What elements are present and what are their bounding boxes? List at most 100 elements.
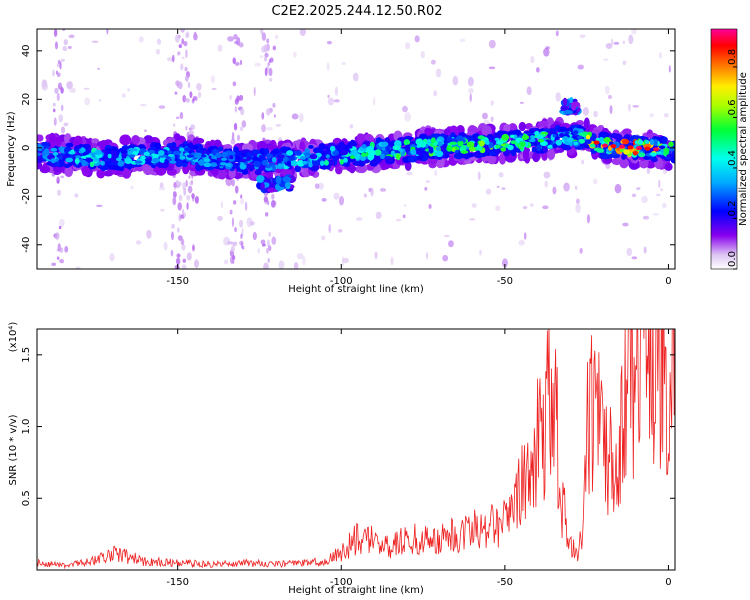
noise-blob <box>231 217 234 228</box>
band-blob <box>258 164 266 171</box>
band-blob <box>309 153 318 160</box>
band-blob <box>407 155 418 163</box>
noise-blob <box>58 225 62 230</box>
noise-blob <box>56 179 60 184</box>
noise-blob <box>176 184 180 188</box>
noise-blob <box>158 105 166 109</box>
band-blob <box>119 134 132 146</box>
noise-blob <box>52 108 56 113</box>
band-blob <box>426 138 432 145</box>
noise-blob <box>231 179 235 187</box>
noise-blob <box>241 120 247 128</box>
band-blob <box>457 140 464 147</box>
noise-blob <box>522 206 528 210</box>
band-blob <box>552 133 557 138</box>
noise-blob <box>586 214 591 224</box>
band-blob <box>251 149 260 155</box>
band-blob <box>108 164 118 170</box>
band-blob <box>37 156 43 164</box>
noise-blob <box>469 217 476 221</box>
noise-blob <box>56 256 60 260</box>
noise-blob <box>574 185 578 190</box>
noise-blob <box>177 51 181 56</box>
spectrogram-x-axis: -150 -100 -50 0 <box>166 29 672 287</box>
noise-blob <box>327 97 335 106</box>
band-blob <box>64 166 74 178</box>
noise-blob <box>477 171 481 181</box>
noise-blob <box>355 217 363 221</box>
x-tick-label: 0 <box>665 276 671 287</box>
noise-blob <box>234 185 239 194</box>
noise-blob <box>375 211 382 220</box>
y-tick-label: 20 <box>21 93 32 106</box>
snr-frame <box>36 328 676 571</box>
noise-blob <box>185 49 188 59</box>
noise-blob <box>53 117 57 126</box>
noise-blob <box>220 201 223 209</box>
noise-blob <box>641 195 648 204</box>
noise-blob <box>272 102 276 108</box>
band-blob <box>258 154 266 159</box>
snr-y-axis: 0.5 1.0 1.5 <box>21 347 675 506</box>
spectrogram-y-axis: -40 -20 0 20 40 <box>21 44 675 253</box>
noise-blob <box>183 97 186 102</box>
band-blob <box>75 155 82 159</box>
noise-blob <box>563 182 570 192</box>
band-blob <box>639 158 649 169</box>
noise-blob <box>611 38 614 46</box>
noise-blob <box>614 183 622 194</box>
noise-blob <box>194 195 199 204</box>
band-blob <box>519 141 526 147</box>
noise-blob <box>191 193 195 199</box>
band-blob <box>294 165 301 173</box>
x-tick-label: -50 <box>497 276 513 287</box>
noise-blob <box>67 46 72 49</box>
band-blob <box>501 133 510 141</box>
noise-blob <box>240 194 243 199</box>
noise-blob <box>622 40 625 44</box>
band-blob <box>100 163 108 172</box>
band-blob <box>416 144 421 148</box>
band-blob <box>451 147 456 152</box>
band-blob <box>460 150 469 154</box>
band-blob <box>518 121 527 132</box>
band-blob <box>296 159 305 167</box>
band-blob <box>537 139 545 143</box>
band-blob <box>328 159 336 166</box>
noise-blob <box>663 113 669 118</box>
band-blob <box>201 154 207 158</box>
noise-blob <box>59 61 62 70</box>
noise-blob <box>185 126 188 131</box>
noise-blob <box>180 238 185 246</box>
y-tick-label: 1.5 <box>21 347 32 363</box>
noise-blob <box>395 218 402 222</box>
noise-blob <box>321 235 326 241</box>
noise-blob <box>263 196 269 203</box>
noise-blob <box>495 205 501 211</box>
noise-blob <box>75 266 81 269</box>
band-blob <box>428 146 434 154</box>
band-blob <box>52 152 59 156</box>
noise-blob <box>291 113 299 120</box>
noise-blob <box>299 29 306 36</box>
noise-blob <box>655 193 661 197</box>
band-blob <box>446 145 453 152</box>
colorbar-tick-label: 0.4 <box>727 150 738 166</box>
noise-blob <box>217 215 223 221</box>
noise-blob <box>187 185 193 194</box>
band-blob <box>93 157 100 162</box>
noise-blob <box>628 103 631 112</box>
band-blob <box>403 139 411 146</box>
noise-blob <box>402 105 408 113</box>
noise-blob <box>555 92 561 102</box>
colorbar-gradient <box>710 28 738 270</box>
band-blob <box>385 144 391 152</box>
noise-blob <box>390 256 394 266</box>
noise-blob <box>501 258 508 268</box>
noise-blob <box>543 47 550 57</box>
band-blob <box>510 149 517 157</box>
noise-blob <box>414 35 420 43</box>
noise-blob <box>425 180 430 183</box>
band-blob <box>89 161 95 168</box>
